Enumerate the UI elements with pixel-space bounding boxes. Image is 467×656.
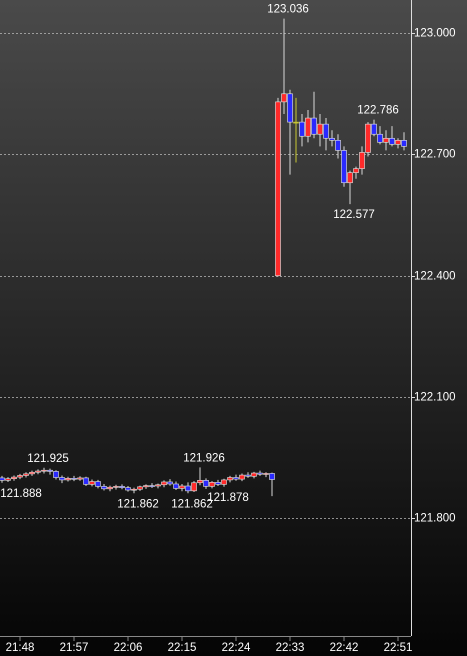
candle-body: [215, 482, 221, 485]
annotation: 121.862: [171, 498, 213, 510]
candle-body: [59, 477, 65, 481]
candle-body: [23, 473, 29, 476]
candle-body: [77, 477, 83, 480]
x-tick-label: 22:33: [276, 642, 305, 654]
candle-body: [17, 475, 23, 478]
candle-body: [71, 478, 77, 480]
y-tick-label: 122.100: [414, 392, 456, 404]
candle-body: [89, 481, 95, 485]
candle-body: [257, 472, 263, 475]
candle-body: [107, 486, 113, 490]
candle-body: [47, 469, 53, 472]
candle-body: [65, 478, 71, 481]
candle-body: [311, 117, 317, 135]
x-tick-label: 22:24: [222, 642, 251, 654]
y-tick-label: 122.700: [414, 149, 456, 161]
candle-body: [239, 474, 245, 480]
y-tick-label: 123.000: [414, 28, 456, 40]
y-tick-label: 122.400: [414, 271, 456, 283]
candle-body: [35, 470, 41, 473]
candle-body: [179, 485, 185, 489]
candle-body: [203, 480, 209, 487]
candle-body: [53, 471, 59, 478]
candle-body: [149, 485, 155, 487]
annotation: 122.786: [357, 105, 399, 117]
x-tick-label: 22:06: [114, 642, 143, 654]
candle-body: [119, 486, 125, 488]
annotation: 121.925: [27, 453, 69, 465]
x-tick-label: 22:42: [330, 642, 359, 654]
x-tick-label: 21:57: [60, 642, 89, 654]
candle-body: [305, 117, 311, 137]
annotation: 123.036: [267, 4, 309, 16]
candle-body: [191, 482, 197, 492]
candle-body: [131, 488, 137, 491]
candle-body: [389, 137, 395, 145]
candle-body: [227, 477, 233, 481]
candle-body: [173, 483, 179, 489]
candle-body: [323, 123, 329, 139]
candle-body: [281, 93, 287, 103]
candle-body: [341, 150, 347, 184]
candle-body: [29, 471, 35, 475]
candle-body: [233, 477, 239, 480]
candle-body: [269, 473, 275, 480]
candle-body: [335, 140, 341, 151]
candle-body: [293, 121, 299, 124]
candle-body: [137, 486, 143, 490]
candle-body: [371, 123, 377, 135]
candle-body: [197, 480, 203, 484]
candle-body: [317, 123, 323, 135]
candle-body: [359, 152, 365, 169]
annotation: 122.577: [333, 209, 375, 221]
candle-body: [329, 137, 335, 141]
candle-body: [113, 486, 119, 488]
annotation: 121.888: [0, 488, 42, 500]
annotation: 121.926: [183, 452, 225, 464]
candle-body: [101, 486, 107, 490]
candle-body: [395, 140, 401, 145]
candle-body: [41, 469, 47, 472]
candle-body: [155, 484, 161, 487]
annotation: 121.878: [207, 492, 249, 504]
candle-body: [287, 93, 293, 123]
candle-body: [251, 472, 257, 477]
candle-body: [0, 477, 5, 481]
candle-body: [143, 485, 149, 488]
candle-body: [185, 485, 191, 492]
candle-body: [299, 121, 305, 137]
candle-body: [383, 137, 389, 143]
candle-body: [377, 133, 383, 143]
x-tick-label: 22:51: [384, 642, 413, 654]
y-tick-label: 121.800: [414, 513, 456, 525]
candle-body: [209, 482, 215, 487]
candle-body: [347, 172, 353, 184]
candle-body: [161, 481, 167, 486]
candle-body: [245, 474, 251, 477]
candle-body: [83, 477, 89, 485]
annotation: 121.862: [117, 498, 159, 510]
candle-body: [353, 168, 359, 173]
candle-body: [167, 481, 173, 485]
candle-body: [365, 123, 371, 153]
candle-body: [263, 473, 269, 475]
candle-body: [275, 101, 281, 277]
candle-body: [95, 481, 101, 487]
candle-body: [11, 476, 17, 480]
candle-body: [401, 140, 407, 147]
candle-body: [5, 478, 11, 481]
x-tick-label: 21:48: [6, 642, 35, 654]
candle-body: [125, 487, 131, 491]
x-tick-label: 22:15: [168, 642, 197, 654]
candle-body: [221, 479, 227, 485]
